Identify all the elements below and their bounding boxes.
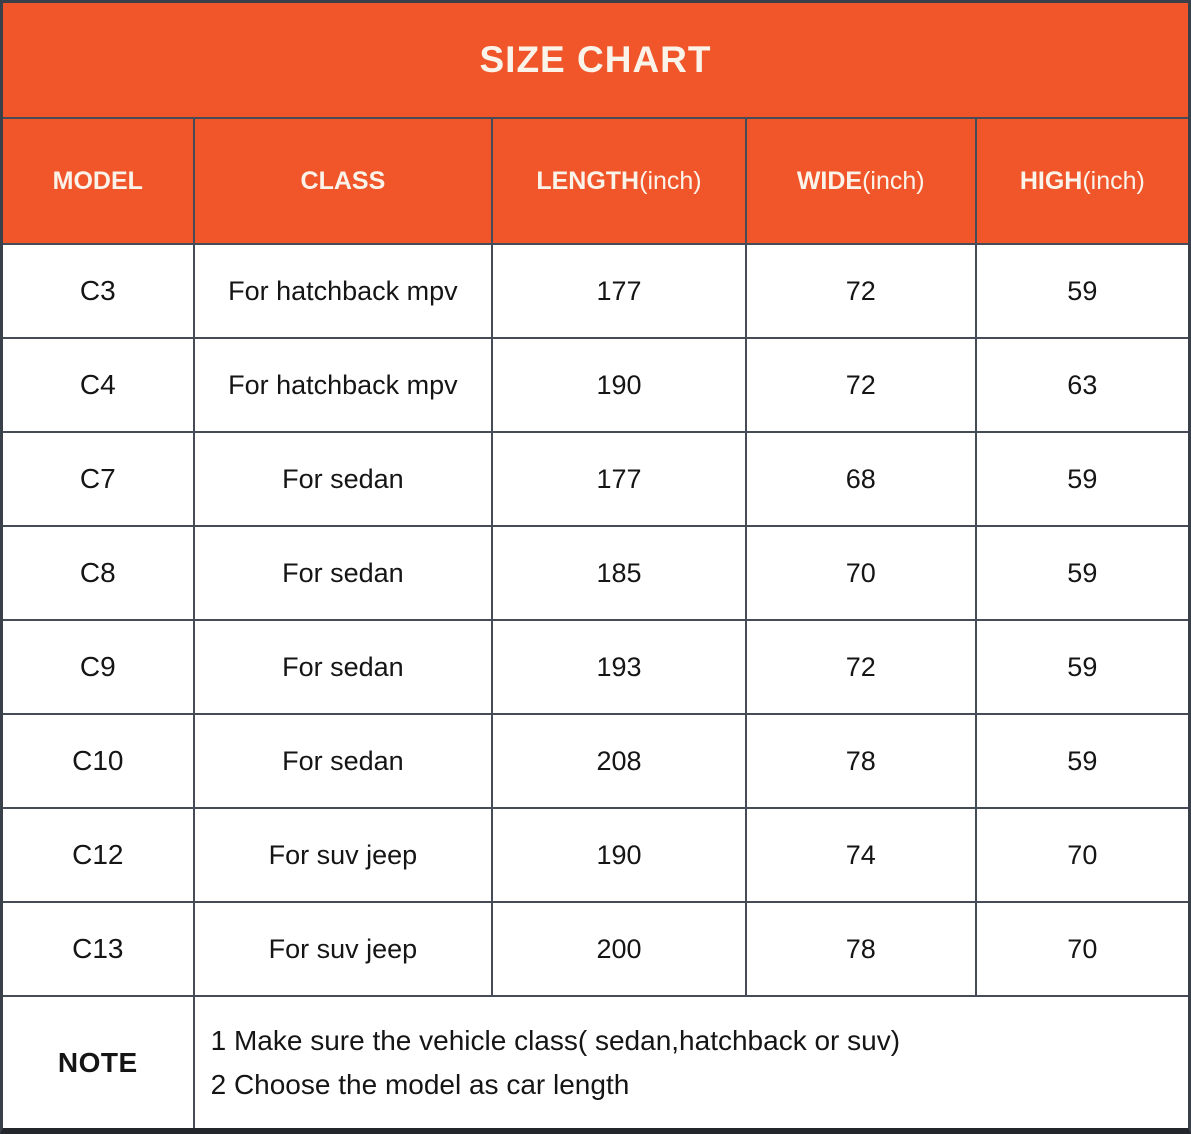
cell-high: 63 [974,337,1188,431]
cell-length: 177 [491,431,745,525]
cell-high: 59 [974,525,1188,619]
column-header-label: CLASS [300,166,386,195]
column-header-label: WIDE [796,166,863,195]
cell-high: 59 [974,243,1188,337]
cell-class: For sedan [192,713,492,807]
cell-class: For sedan [192,619,492,713]
cell-model: C4 [3,337,193,431]
cell-model: C10 [3,713,193,807]
column-header-class: CLASS [192,117,492,243]
cell-length: 200 [491,901,745,995]
cell-high: 70 [974,901,1188,995]
cell-model: C13 [3,901,193,995]
column-header-model: MODEL [3,117,193,243]
cell-high: 59 [974,431,1188,525]
note-text: 1 Make sure the vehicle class( sedan,hat… [192,995,1188,1128]
cell-wide: 68 [744,431,975,525]
column-header-unit: (inch) [639,166,702,195]
cell-wide: 72 [744,243,975,337]
cell-class: For sedan [192,525,492,619]
cell-length: 190 [491,807,745,901]
cell-model: C3 [3,243,193,337]
note-line-2: 2 Choose the model as car length [210,1068,630,1100]
cell-wide: 74 [744,807,975,901]
cell-wide: 78 [744,713,975,807]
column-header-label: LENGTH [536,166,640,195]
cell-wide: 72 [744,619,975,713]
cell-class: For sedan [192,431,492,525]
column-header-wide: WIDE (inch) [744,117,975,243]
cell-length: 190 [491,337,745,431]
cell-class: For suv jeep [192,901,492,995]
cell-model: C9 [3,619,193,713]
cell-wide: 70 [744,525,975,619]
cell-class: For suv jeep [192,807,492,901]
cell-model: C12 [3,807,193,901]
column-header-unit: (inch) [862,166,925,195]
cell-high: 59 [974,619,1188,713]
note-line-1: 1 Make sure the vehicle class( sedan,hat… [210,1024,901,1056]
cell-class: For hatchback mpv [192,337,492,431]
chart-title: SIZE CHART [3,3,1188,117]
cell-model: C7 [3,431,193,525]
cell-high: 59 [974,713,1188,807]
cell-model: C8 [3,525,193,619]
column-header-label: HIGH [1019,166,1083,195]
note-label: NOTE [3,995,193,1128]
cell-length: 185 [491,525,745,619]
column-header-label: MODEL [52,166,143,195]
cell-wide: 78 [744,901,975,995]
cell-length: 208 [491,713,745,807]
cell-length: 193 [491,619,745,713]
cell-wide: 72 [744,337,975,431]
cell-length: 177 [491,243,745,337]
column-header-length: LENGTH (inch) [491,117,745,243]
column-header-high: HIGH (inch) [974,117,1188,243]
column-header-unit: (inch) [1082,166,1145,195]
cell-class: For hatchback mpv [192,243,492,337]
cell-high: 70 [974,807,1188,901]
